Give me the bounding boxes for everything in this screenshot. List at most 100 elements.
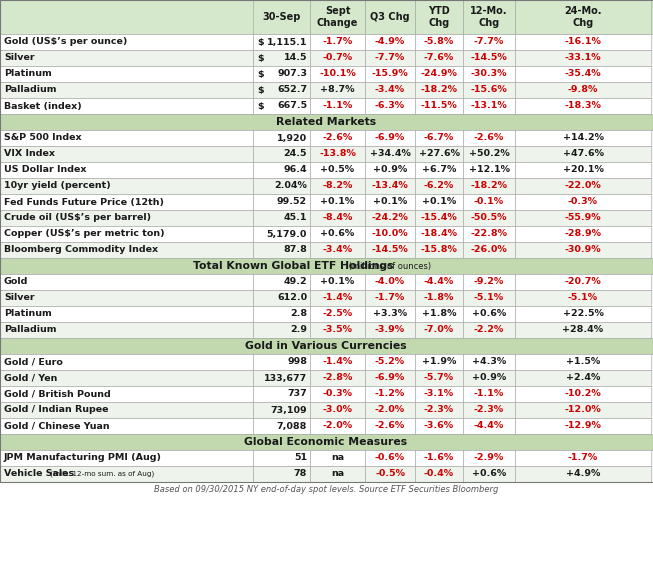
Bar xyxy=(310,210,365,226)
Bar xyxy=(310,0,365,34)
Text: -30.9%: -30.9% xyxy=(565,246,601,254)
Text: -15.9%: -15.9% xyxy=(372,69,408,79)
Text: +0.1%: +0.1% xyxy=(321,277,355,286)
Bar xyxy=(365,130,415,146)
Text: +3.3%: +3.3% xyxy=(373,309,407,319)
Text: -2.0%: -2.0% xyxy=(375,405,405,414)
Bar xyxy=(415,98,463,114)
Bar xyxy=(253,242,310,258)
Bar xyxy=(253,130,310,146)
Text: +1.5%: +1.5% xyxy=(566,358,600,367)
Text: 5,179.0: 5,179.0 xyxy=(266,230,307,239)
Bar xyxy=(365,290,415,306)
Text: Global Economic Measures: Global Economic Measures xyxy=(244,437,407,447)
Bar xyxy=(253,306,310,322)
Text: -18.4%: -18.4% xyxy=(421,230,458,239)
Text: -22.8%: -22.8% xyxy=(471,230,507,239)
Bar xyxy=(365,450,415,466)
Bar xyxy=(253,210,310,226)
Text: -1.8%: -1.8% xyxy=(424,293,454,302)
Text: -9.2%: -9.2% xyxy=(474,277,504,286)
Bar xyxy=(415,66,463,82)
Bar xyxy=(253,386,310,402)
Bar xyxy=(515,146,651,162)
Text: -1.2%: -1.2% xyxy=(375,390,405,398)
Text: -2.3%: -2.3% xyxy=(474,405,504,414)
Bar xyxy=(463,418,515,434)
Bar xyxy=(365,466,415,482)
Bar xyxy=(310,194,365,210)
Bar xyxy=(515,178,651,194)
Bar xyxy=(365,322,415,338)
Text: -6.3%: -6.3% xyxy=(375,102,405,111)
Bar xyxy=(515,306,651,322)
Bar xyxy=(515,162,651,178)
Bar xyxy=(463,354,515,370)
Text: 78: 78 xyxy=(294,470,307,479)
Text: 737: 737 xyxy=(287,390,307,398)
Text: US Dollar Index: US Dollar Index xyxy=(4,165,86,174)
Bar xyxy=(310,418,365,434)
Text: 51: 51 xyxy=(294,453,307,463)
Text: -55.9%: -55.9% xyxy=(565,214,601,223)
Bar xyxy=(463,386,515,402)
Text: -1.6%: -1.6% xyxy=(424,453,454,463)
Bar xyxy=(0,0,653,34)
Text: Gold / Euro: Gold / Euro xyxy=(4,358,63,367)
Text: -6.9%: -6.9% xyxy=(375,374,405,382)
Text: +28.4%: +28.4% xyxy=(562,325,603,335)
Text: YTD
Chg: YTD Chg xyxy=(428,6,450,28)
Bar xyxy=(0,370,253,386)
Text: -0.1%: -0.1% xyxy=(474,197,504,207)
Bar xyxy=(310,354,365,370)
Bar xyxy=(415,130,463,146)
Text: na: na xyxy=(331,470,344,479)
Bar xyxy=(253,162,310,178)
Bar xyxy=(365,66,415,82)
Text: 24.5: 24.5 xyxy=(283,149,307,158)
Text: Platinum: Platinum xyxy=(4,309,52,319)
Text: $: $ xyxy=(257,102,264,111)
Text: Gold / Chinese Yuan: Gold / Chinese Yuan xyxy=(4,421,110,430)
Bar xyxy=(310,98,365,114)
Bar xyxy=(0,290,253,306)
Bar xyxy=(463,466,515,482)
Bar xyxy=(415,466,463,482)
Bar xyxy=(515,418,651,434)
Text: +14.2%: +14.2% xyxy=(562,134,603,142)
Bar xyxy=(365,354,415,370)
Bar xyxy=(415,34,463,50)
Text: -35.4%: -35.4% xyxy=(565,69,601,79)
Bar xyxy=(310,34,365,50)
Text: 2.8: 2.8 xyxy=(290,309,307,319)
Bar xyxy=(0,434,653,450)
Text: Related Markets: Related Markets xyxy=(276,117,376,127)
Bar xyxy=(415,178,463,194)
Text: +0.6%: +0.6% xyxy=(321,230,355,239)
Bar xyxy=(0,130,253,146)
Text: -2.6%: -2.6% xyxy=(474,134,504,142)
Bar xyxy=(415,418,463,434)
Text: 998: 998 xyxy=(287,358,307,367)
Text: -1.1%: -1.1% xyxy=(323,102,353,111)
Text: +4.9%: +4.9% xyxy=(565,470,600,479)
Text: -3.9%: -3.9% xyxy=(375,325,405,335)
Bar xyxy=(415,450,463,466)
Text: -7.7%: -7.7% xyxy=(474,37,504,46)
Text: -1.4%: -1.4% xyxy=(323,358,353,367)
Bar xyxy=(253,370,310,386)
Text: -11.5%: -11.5% xyxy=(421,102,457,111)
Bar xyxy=(415,386,463,402)
Text: -0.5%: -0.5% xyxy=(375,470,405,479)
Bar xyxy=(0,418,253,434)
Text: $: $ xyxy=(257,53,264,63)
Text: Basket (index): Basket (index) xyxy=(4,102,82,111)
Text: -3.5%: -3.5% xyxy=(323,325,353,335)
Text: -10.1%: -10.1% xyxy=(319,69,356,79)
Text: -7.7%: -7.7% xyxy=(375,53,405,63)
Text: -2.0%: -2.0% xyxy=(323,421,353,430)
Bar xyxy=(515,66,651,82)
Text: -24.2%: -24.2% xyxy=(372,214,408,223)
Bar xyxy=(310,274,365,290)
Bar xyxy=(463,210,515,226)
